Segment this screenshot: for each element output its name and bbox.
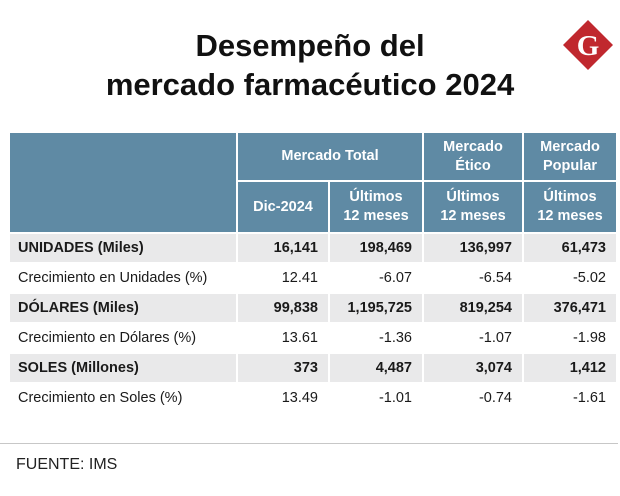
divider — [0, 443, 618, 444]
cell-popular: 376,471 — [524, 294, 616, 322]
table-row-dolares: DÓLARES (Miles) 99,838 1,195,725 819,254… — [10, 294, 616, 322]
cell-dic: 16,141 — [238, 234, 328, 262]
cell-dic: 99,838 — [238, 294, 328, 322]
row-label: UNIDADES (Miles) — [10, 234, 236, 262]
cell-dic: 373 — [238, 354, 328, 382]
header-mercado-popular: Mercado Popular — [524, 133, 616, 180]
cell-popular: -1.98 — [524, 324, 616, 352]
cell-dic: 12.41 — [238, 264, 328, 292]
title-line-2: mercado farmacéutico 2024 — [105, 67, 515, 102]
cell-popular: 61,473 — [524, 234, 616, 262]
row-label: DÓLARES (Miles) — [10, 294, 236, 322]
cell-ultimos-total: 1,195,725 — [330, 294, 422, 322]
cell-dic: 13.61 — [238, 324, 328, 352]
cell-ultimos-total: 4,487 — [330, 354, 422, 382]
cell-ultimos-total: -1.36 — [330, 324, 422, 352]
source-note: FUENTE: IMS — [16, 456, 118, 473]
cell-ultimos-total: 198,469 — [330, 234, 422, 262]
cell-popular: -1.61 — [524, 384, 616, 412]
performance-table: Mercado Total Mercado Ético Mercado Popu… — [8, 131, 618, 414]
table-row-unidades: UNIDADES (Miles) 16,141 198,469 136,997 … — [10, 234, 616, 262]
cell-ultimos-total: -1.01 — [330, 384, 422, 412]
title-line-1: Desempeño del — [195, 28, 425, 63]
brand-logo: G — [561, 18, 615, 72]
cell-etico: 136,997 — [424, 234, 522, 262]
cell-dic: 13.49 — [238, 384, 328, 412]
cell-etico: 819,254 — [424, 294, 522, 322]
page-title: Desempeño del mercado farmacéutico 2024 — [0, 26, 620, 104]
subheader-dic-2024: Dic-2024 — [238, 182, 328, 232]
row-label: SOLES (Millones) — [10, 354, 236, 382]
svg-text:G: G — [577, 30, 600, 62]
row-label: Crecimiento en Dólares (%) — [10, 324, 236, 352]
table-row-soles: SOLES (Millones) 373 4,487 3,074 1,412 — [10, 354, 616, 382]
header-empty-cell — [10, 133, 236, 232]
cell-etico: 3,074 — [424, 354, 522, 382]
subheader-ultimos-etico: Últimos 12 meses — [424, 182, 522, 232]
header-mercado-total: Mercado Total — [238, 133, 422, 180]
subheader-ultimos-total: Últimos 12 meses — [330, 182, 422, 232]
table-row-crecimiento-soles: Crecimiento en Soles (%) 13.49 -1.01 -0.… — [10, 384, 616, 412]
cell-popular: 1,412 — [524, 354, 616, 382]
cell-etico: -0.74 — [424, 384, 522, 412]
header-mercado-etico: Mercado Ético — [424, 133, 522, 180]
cell-popular: -5.02 — [524, 264, 616, 292]
table-row-crecimiento-dolares: Crecimiento en Dólares (%) 13.61 -1.36 -… — [10, 324, 616, 352]
cell-ultimos-total: -6.07 — [330, 264, 422, 292]
subheader-ultimos-popular: Últimos 12 meses — [524, 182, 616, 232]
row-label: Crecimiento en Unidades (%) — [10, 264, 236, 292]
row-label: Crecimiento en Soles (%) — [10, 384, 236, 412]
cell-etico: -6.54 — [424, 264, 522, 292]
table-row-crecimiento-unidades: Crecimiento en Unidades (%) 12.41 -6.07 … — [10, 264, 616, 292]
logo-g-icon: G — [563, 20, 613, 70]
cell-etico: -1.07 — [424, 324, 522, 352]
